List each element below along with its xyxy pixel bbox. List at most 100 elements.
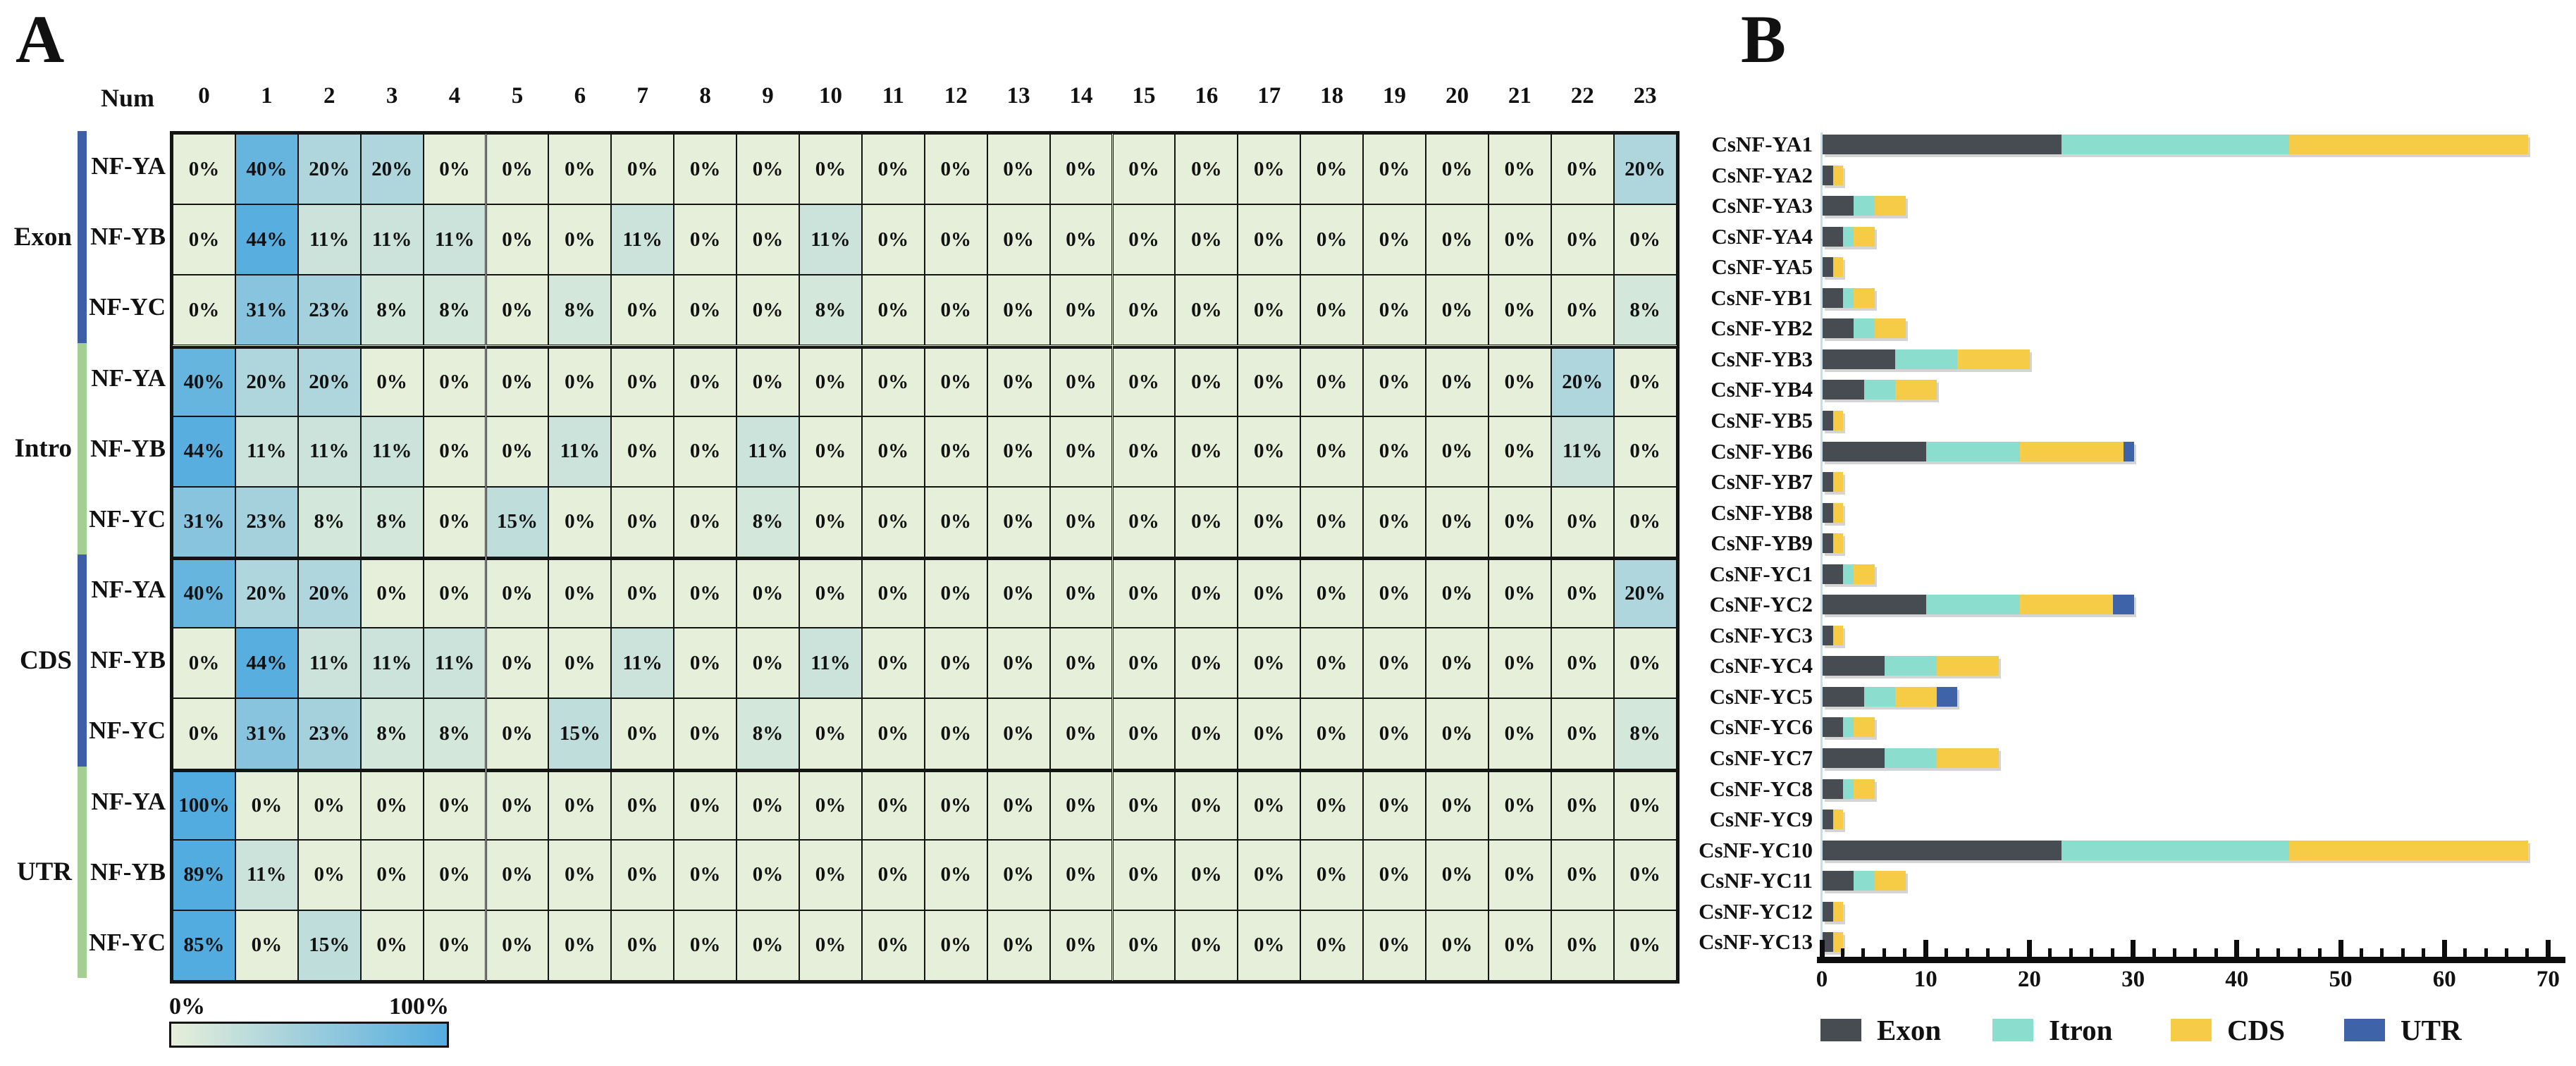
- heatmap-cell: 0%: [987, 910, 1050, 981]
- heatmap-cell: 0%: [1488, 698, 1551, 769]
- heatmap-cell: 0%: [1049, 345, 1113, 416]
- heatmap-cell: 11%: [297, 204, 361, 275]
- heatmap-cell: 0%: [1613, 910, 1677, 981]
- heatmap-cell: 0%: [611, 486, 674, 557]
- bar-segment-cds: [1854, 226, 1875, 247]
- x-minor-tick: [2048, 948, 2052, 958]
- heatmap-cell: 0%: [611, 416, 674, 487]
- heatmap-cell: 0%: [1426, 910, 1489, 981]
- heatmap-cell: 0%: [1238, 416, 1301, 487]
- column-header: 2: [323, 83, 335, 109]
- row-label: NF-YB: [90, 646, 166, 674]
- bar-category-label: CsNF-YC12: [1699, 898, 1813, 924]
- heatmap-cell: 0%: [1613, 769, 1677, 840]
- heatmap-cell: 8%: [1613, 275, 1677, 346]
- heatmap-cell: 0%: [987, 345, 1050, 416]
- heatmap-cell: 0%: [799, 345, 862, 416]
- x-minor-tick: [1965, 948, 1969, 958]
- heatmap-cell: 0%: [861, 628, 925, 699]
- group-label: Exon: [13, 222, 72, 252]
- heatmap-cell: 11%: [297, 628, 361, 699]
- bar-segment-itron: [1854, 196, 1875, 216]
- heatmap-cell: 0%: [924, 134, 987, 205]
- bar-segment-exon: [1823, 257, 1833, 278]
- heatmap-cell: 23%: [297, 698, 361, 769]
- heatmap-cell: 0%: [1175, 839, 1238, 910]
- bar-segment-itron: [1926, 441, 2020, 461]
- heatmap-cell: 0%: [1175, 698, 1238, 769]
- bar-category-label: CsNF-YB9: [1711, 531, 1813, 556]
- heatmap-cell: 40%: [173, 557, 235, 628]
- column-header: 20: [1445, 83, 1469, 109]
- column-header: 14: [1069, 83, 1093, 109]
- column-header: 6: [574, 83, 586, 109]
- heatmap-cell: 8%: [360, 486, 424, 557]
- column-header: 5: [511, 83, 524, 109]
- heatmap-cell: 0%: [1426, 839, 1489, 910]
- heatmap-cell: 0%: [799, 486, 862, 557]
- bar-segment-itron: [1843, 779, 1854, 799]
- heatmap-cell: 0%: [1175, 910, 1238, 981]
- heatmap-cell: 0%: [799, 839, 862, 910]
- x-minor-tick: [2152, 948, 2156, 958]
- heatmap-cell: 40%: [235, 134, 298, 205]
- bar-segment-cds: [1832, 810, 1844, 830]
- group-label: Intro: [14, 434, 72, 464]
- heatmap-cell: 0%: [1488, 204, 1551, 275]
- heatmap-cell: 0%: [1363, 134, 1426, 205]
- bar-segment-cds: [1936, 656, 1999, 676]
- heatmap-cell: 0%: [1238, 204, 1301, 275]
- heatmap-cell: 0%: [1112, 698, 1176, 769]
- heatmap-cell: 0%: [1488, 839, 1551, 910]
- heatmap-cell: 0%: [987, 134, 1050, 205]
- heatmap-cell: 31%: [173, 486, 235, 557]
- heatmap-cell: 0%: [924, 345, 987, 416]
- bar-segment-exon: [1823, 226, 1844, 247]
- x-minor-tick: [2401, 948, 2405, 958]
- heatmap-cell: 0%: [1175, 486, 1238, 557]
- heatmap-cell: 0%: [1613, 345, 1677, 416]
- heatmap-cell: 0%: [1488, 557, 1551, 628]
- heatmap-cell: 0%: [674, 769, 737, 840]
- bar-segment-exon: [1823, 380, 1864, 400]
- x-tick-label: 70: [2536, 967, 2560, 992]
- heatmap-cell: 0%: [1551, 557, 1614, 628]
- heatmap-cell: 0%: [360, 910, 424, 981]
- bar-category-label: CsNF-YC1: [1709, 561, 1813, 586]
- heatmap-cell: 0%: [1049, 275, 1113, 346]
- heatmap-cell: 11%: [611, 628, 674, 699]
- heatmap-cell: 0%: [674, 204, 737, 275]
- bar-row: [1823, 472, 1844, 492]
- x-minor-tick: [2090, 948, 2094, 958]
- legend-swatch-utr-icon: [2344, 1019, 2385, 1041]
- heatmap-cell: 0%: [548, 910, 612, 981]
- legend-item-itron: Itron: [1992, 1014, 2113, 1046]
- heatmap-cell: 0%: [861, 557, 925, 628]
- heatmap-cell: 0%: [1112, 345, 1176, 416]
- heatmap-cell: 0%: [1300, 839, 1364, 910]
- heatmap-cell: 0%: [861, 134, 925, 205]
- heatmap-cell: 0%: [674, 275, 737, 346]
- heatmap-cell: 0%: [861, 486, 925, 557]
- heatmap-cell: 0%: [1300, 698, 1364, 769]
- heatmap-cell: 44%: [235, 204, 298, 275]
- heatmap-cell: 0%: [674, 839, 737, 910]
- legend-label: Itron: [2049, 1014, 2113, 1046]
- heatmap-cell: 0%: [987, 416, 1050, 487]
- legend-label: Exon: [1877, 1014, 1942, 1046]
- group-strip: [78, 554, 87, 767]
- heatmap-cell: 0%: [924, 416, 987, 487]
- heatmap-cell: 0%: [297, 839, 361, 910]
- heatmap-cell: 0%: [1363, 769, 1426, 840]
- bar-row: [1823, 349, 2030, 369]
- row-label: NF-YA: [91, 787, 166, 815]
- heatmap-cell: 11%: [737, 416, 799, 487]
- heatmap-cell: 11%: [297, 416, 361, 487]
- x-minor-tick: [2193, 948, 2198, 958]
- bar-segment-cds: [2289, 840, 2528, 860]
- heatmap-cell: 0%: [486, 628, 549, 699]
- bar-segment-cds: [1832, 410, 1844, 430]
- heatmap-cell: 0%: [1049, 839, 1113, 910]
- heatmap-cell: 0%: [611, 134, 674, 205]
- column-header: 8: [699, 83, 711, 109]
